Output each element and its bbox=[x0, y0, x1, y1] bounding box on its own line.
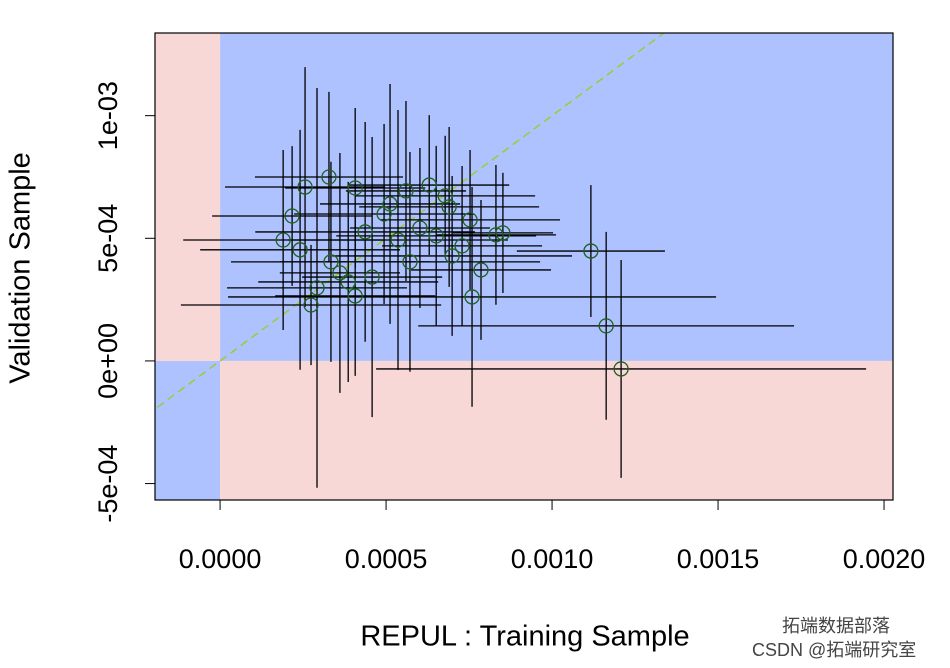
point bbox=[412, 220, 428, 236]
x-tick-label: 0.0020 bbox=[843, 544, 926, 574]
point bbox=[613, 361, 629, 377]
x-tick-label: 0.0015 bbox=[677, 544, 760, 574]
background bbox=[155, 33, 893, 500]
y-axis-label: Validation Sample bbox=[5, 152, 37, 384]
point bbox=[454, 238, 470, 254]
point bbox=[473, 262, 489, 278]
plot-frame bbox=[154, 32, 894, 501]
watermark: CSDN @拓端研究室 bbox=[752, 640, 916, 660]
point bbox=[421, 177, 437, 193]
y-tick-label: 0e+00 bbox=[93, 323, 123, 399]
point bbox=[464, 289, 480, 305]
point bbox=[398, 183, 414, 199]
x-tick-label: 0.0005 bbox=[345, 544, 428, 574]
point bbox=[488, 227, 504, 243]
point bbox=[332, 265, 348, 281]
point bbox=[347, 288, 363, 304]
plot-area bbox=[180, 67, 867, 488]
quadrant bbox=[220, 360, 893, 500]
point bbox=[444, 248, 460, 264]
x-tick-label: 0.0010 bbox=[511, 544, 594, 574]
point bbox=[437, 188, 453, 204]
point bbox=[583, 243, 599, 259]
point bbox=[598, 318, 614, 334]
point bbox=[441, 199, 457, 215]
point bbox=[364, 269, 380, 285]
y-tick-label: -5e-04 bbox=[93, 445, 123, 523]
quadrant bbox=[220, 33, 893, 361]
point bbox=[323, 254, 339, 270]
point bbox=[292, 242, 308, 258]
point bbox=[402, 254, 418, 270]
point bbox=[275, 232, 291, 248]
y-tick-label: 1e-03 bbox=[93, 81, 123, 150]
point bbox=[390, 232, 406, 248]
point bbox=[428, 228, 444, 244]
point bbox=[462, 212, 478, 228]
x-tick-label: 0.0000 bbox=[179, 544, 262, 574]
point bbox=[357, 224, 373, 240]
watermark: 拓端数据部落 bbox=[782, 616, 890, 636]
quadrant bbox=[155, 360, 221, 500]
point bbox=[347, 180, 363, 196]
point bbox=[382, 196, 398, 212]
point bbox=[303, 297, 319, 313]
quadrant bbox=[155, 33, 221, 361]
point bbox=[340, 274, 356, 290]
x-axis-label: REPUL : Training Sample bbox=[360, 621, 689, 653]
point bbox=[309, 280, 325, 296]
point bbox=[321, 169, 337, 185]
point bbox=[297, 179, 313, 195]
point bbox=[495, 225, 511, 241]
point bbox=[284, 208, 300, 224]
y-tick-label: 5e-04 bbox=[93, 204, 123, 273]
